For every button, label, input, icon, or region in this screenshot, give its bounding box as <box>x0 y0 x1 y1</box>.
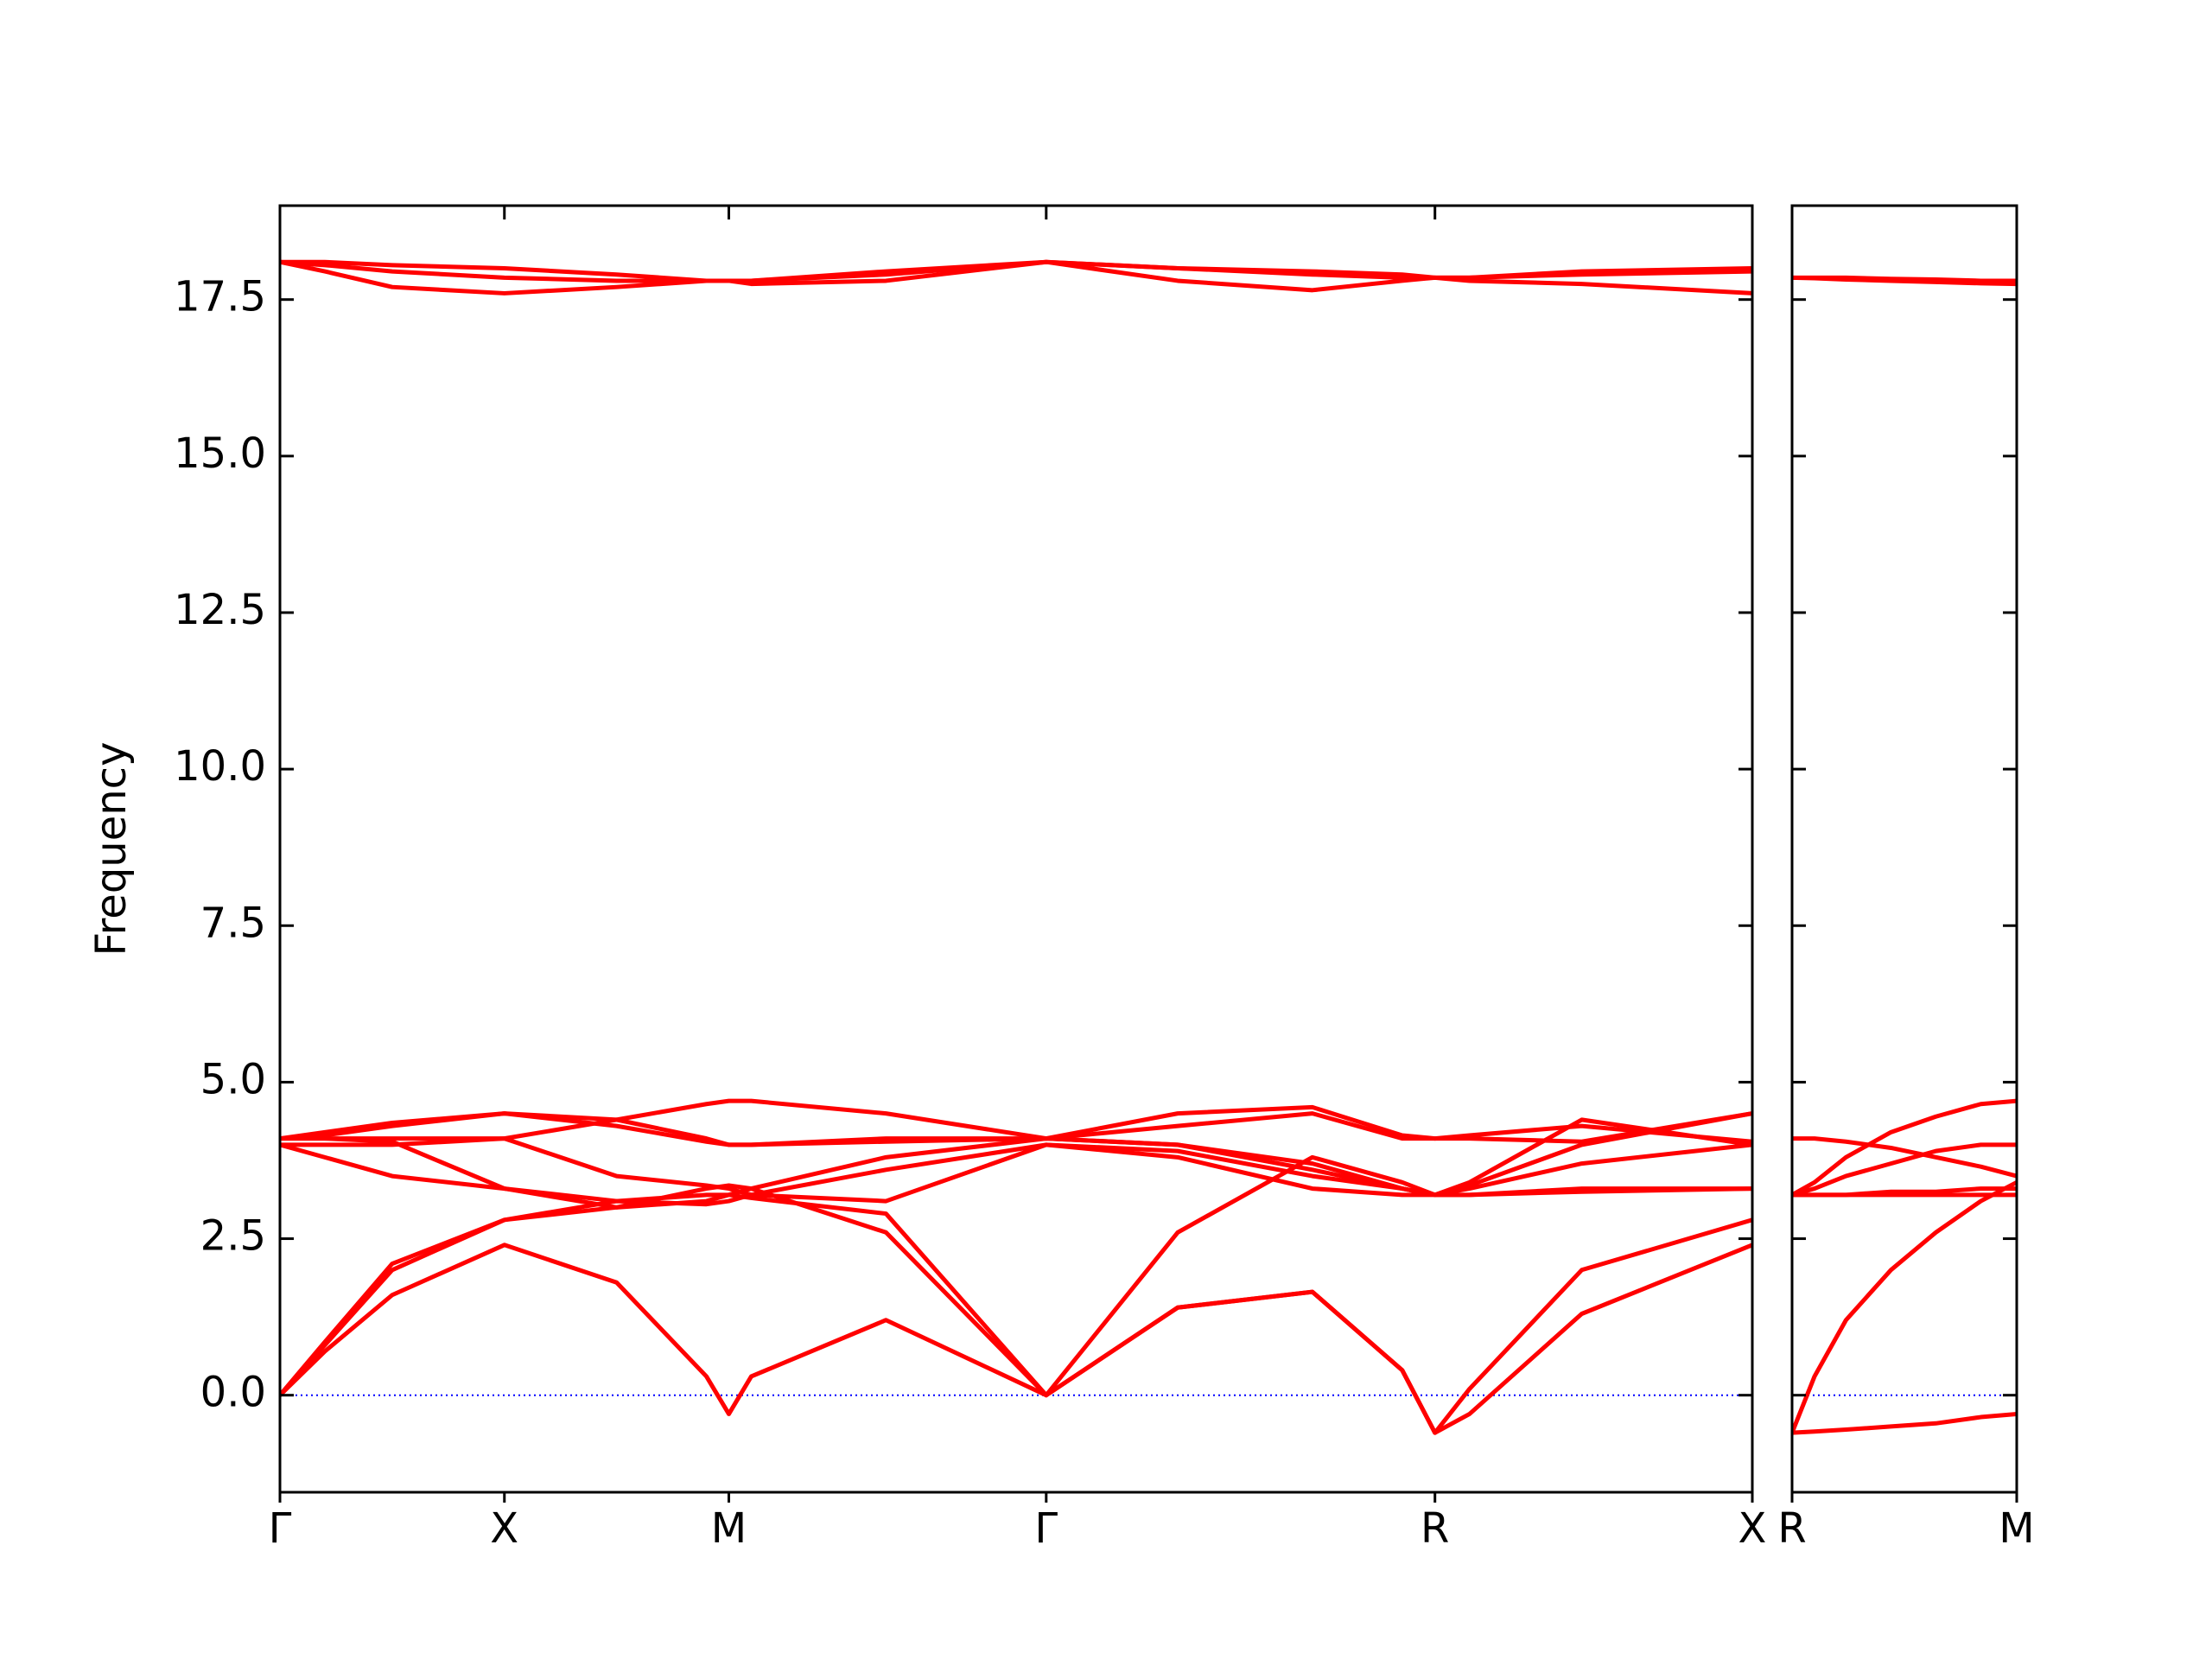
y-tick-label: 2.5 <box>200 1212 266 1261</box>
x-tick-label: M <box>1999 1504 2034 1553</box>
plot-frame <box>1790 204 2018 1494</box>
band-line <box>1792 1180 2017 1434</box>
band-line <box>1792 1136 2017 1179</box>
x-tick-label: R <box>1421 1504 1449 1553</box>
y-tick-label: 17.5 <box>174 273 266 321</box>
y-tick-label: 12.5 <box>174 586 266 634</box>
x-tick-label: R <box>1777 1504 1806 1553</box>
y-tick-label: 7.5 <box>200 899 266 947</box>
band-line <box>1792 1142 2017 1198</box>
band-line <box>1792 1098 2017 1198</box>
y-tick-label: 5.0 <box>200 1055 266 1103</box>
x-tick-label: X <box>1738 1504 1767 1553</box>
x-tick-label: Γ <box>269 1504 292 1553</box>
band-line <box>280 1098 1752 1144</box>
x-tick-label: Γ <box>1034 1504 1058 1553</box>
y-tick-label: 10.0 <box>174 742 266 791</box>
band-line <box>1792 275 2017 287</box>
band-line <box>1792 1411 2017 1435</box>
y-tick-label: 0.0 <box>200 1369 266 1417</box>
band-line <box>280 1243 1752 1435</box>
band-line <box>280 259 1752 296</box>
y-tick-label: 15.0 <box>174 429 266 478</box>
x-tick-label: X <box>490 1504 518 1553</box>
plot-frame <box>278 204 1754 1494</box>
x-tick-label: M <box>711 1504 747 1553</box>
y-axis-label: Frequency <box>87 742 136 957</box>
